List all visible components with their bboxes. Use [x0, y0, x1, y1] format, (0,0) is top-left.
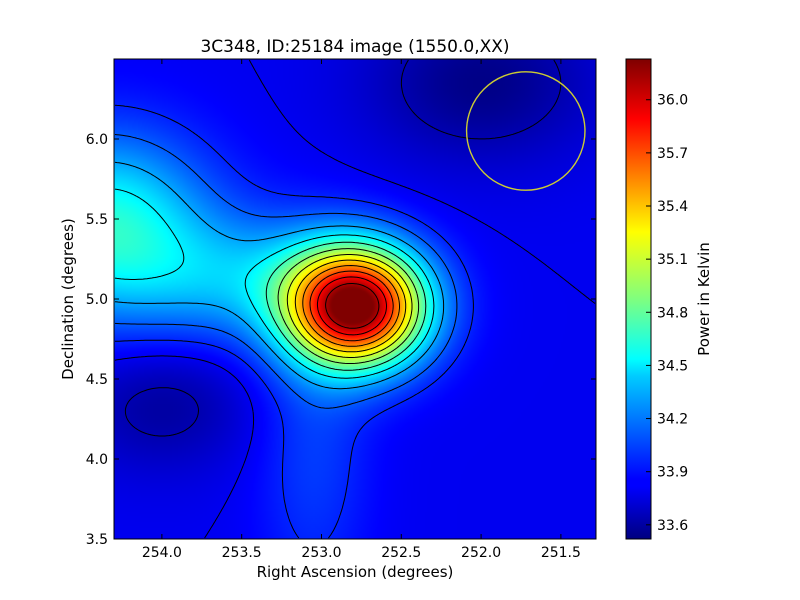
colorbar-tick-label: 35.1 [657, 252, 688, 268]
x-axis-label: Right Ascension (degrees) [257, 563, 454, 581]
contour-line [325, 283, 380, 329]
x-tick-label: 253.0 [301, 545, 341, 561]
contour-line [286, 254, 413, 358]
contour-line [114, 59, 596, 539]
contour-line [277, 248, 420, 364]
colorbar-tick-label: 35.7 [657, 146, 688, 162]
contour-lines [114, 59, 596, 539]
colorbar [625, 58, 652, 540]
y-tick-label: 6.0 [86, 132, 108, 148]
contour-line [316, 276, 387, 336]
x-tick-label: 254.0 [142, 545, 182, 561]
contour-line [309, 270, 394, 342]
colorbar-tick-label: 34.5 [657, 358, 688, 374]
y-tick-label: 3.5 [86, 532, 108, 548]
contour-line [294, 259, 407, 353]
chart-title: 3C348, ID:25184 image (1550.0,XX) [200, 37, 509, 57]
contour-line [302, 265, 400, 347]
contour-line [124, 59, 562, 437]
contour-line [114, 161, 445, 390]
y-tick-label: 5.0 [86, 292, 108, 308]
heatmap-image [114, 59, 596, 539]
contour-line [114, 134, 458, 409]
y-tick-label: 4.5 [86, 372, 108, 388]
colorbar-tick-label: 34.2 [657, 412, 688, 428]
colorbar-tick-label: 35.4 [657, 199, 688, 215]
heatmap-layer [114, 59, 596, 539]
colorbar-tick-label: 33.9 [657, 465, 688, 481]
colorbar-tick-label: 36.0 [657, 93, 688, 109]
beam-circle [465, 71, 586, 191]
x-tick-label: 253.5 [222, 545, 262, 561]
colorbar-label: Power in Kelvin [695, 242, 713, 356]
contour-line [114, 188, 435, 379]
x-tick-label: 251.5 [541, 545, 581, 561]
y-tick-label: 4.0 [86, 452, 108, 468]
y-tick-label: 5.5 [86, 212, 108, 228]
colorbar-ticks: 33.6 33.9 34.2 34.5 34.8 35.1 35.4 35.7 36.0 [646, 93, 688, 534]
y-axis-ticks: 3.5 4.0 4.5 5.0 5.5 6.0 [86, 132, 596, 548]
x-tick-label: 252.0 [461, 545, 501, 561]
x-axis-ticks: 254.0 253.5 253.0 252.5 252.0 251.5 [142, 59, 581, 561]
contour-line [265, 241, 427, 371]
y-axis-label: Declination (degrees) [59, 218, 77, 380]
colorbar-tick-label: 34.8 [657, 305, 688, 321]
contour-line [114, 104, 474, 539]
x-tick-label: 252.5 [381, 545, 421, 561]
colorbar-tick-label: 33.6 [657, 518, 688, 534]
